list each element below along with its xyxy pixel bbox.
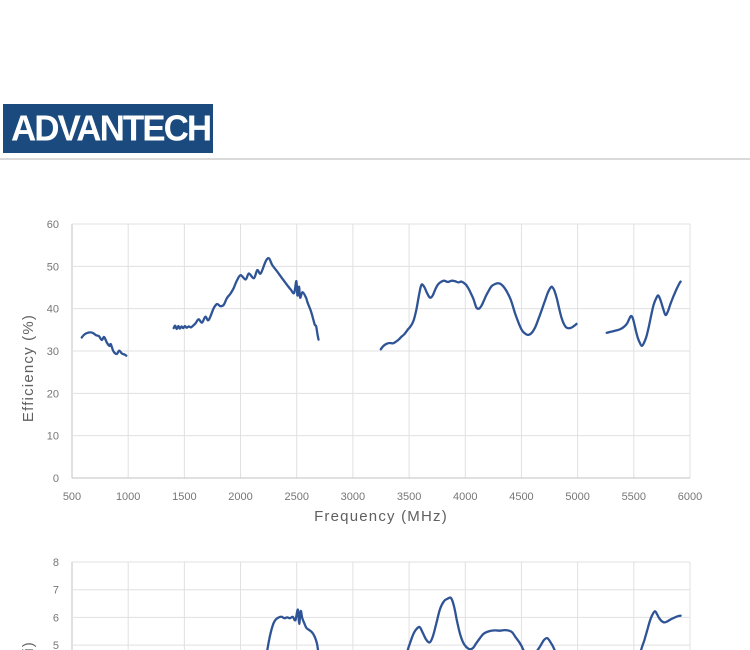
- y-tick-label: 8: [53, 557, 59, 569]
- header-divider: [0, 158, 750, 160]
- x-tick-label: 1500: [172, 491, 196, 503]
- y-tick-label: 5: [53, 640, 59, 650]
- gain-series-line: [639, 610, 682, 650]
- gain-series-line: [406, 596, 556, 650]
- frequency-x-axis-title: Frequency (MHz): [314, 508, 448, 525]
- efficiency-chart-ticks: 500 1000 1500 2000 2500 3000 3500 4000 4500 5000 5…: [47, 219, 702, 503]
- y-tick-label: 30: [47, 346, 59, 358]
- y-tick-label: 0: [53, 473, 59, 485]
- y-tick-label: 40: [47, 304, 59, 316]
- y-tick-label: 50: [47, 261, 59, 273]
- y-tick-label: 10: [47, 431, 59, 443]
- efficiency-series-line: [605, 280, 682, 348]
- y-tick-label: 6: [53, 612, 59, 624]
- efficiency-y-axis-title: Efficiency (%): [20, 314, 37, 422]
- efficiency-series-line: [172, 257, 320, 341]
- gain-chart-ticks: 8 7 6 5: [53, 557, 59, 650]
- efficiency-series-line: [80, 331, 128, 357]
- x-tick-label: 3500: [397, 491, 421, 503]
- x-tick-label: 3000: [341, 491, 365, 503]
- efficiency-series: [80, 257, 682, 357]
- gain-chart-grid: [71, 561, 691, 650]
- x-tick-label: 5000: [565, 491, 589, 503]
- efficiency-chart: 500 1000 1500 2000 2500 3000 3500 4000 4500 5000 5…: [20, 219, 702, 525]
- advantech-logo: ADVANTECH: [3, 104, 213, 153]
- gain-chart: 8 7 6 5 Gain (dBi): [20, 557, 691, 650]
- x-tick-label: 2500: [284, 491, 308, 503]
- y-tick-label: 60: [47, 219, 59, 231]
- x-tick-label: 1000: [116, 491, 140, 503]
- x-tick-label: 6000: [678, 491, 702, 503]
- x-tick-label: 5500: [622, 491, 646, 503]
- efficiency-series-line: [379, 279, 578, 351]
- x-tick-label: 4000: [453, 491, 477, 503]
- efficiency-chart-grid: [71, 223, 691, 479]
- x-tick-label: 2000: [228, 491, 252, 503]
- gain-y-axis-title: Gain (dBi): [20, 641, 37, 650]
- y-tick-label: 20: [47, 388, 59, 400]
- advantech-logo-text: ADVANTECH: [11, 107, 212, 149]
- gain-series-line: [266, 608, 320, 650]
- x-tick-label: 500: [63, 491, 81, 503]
- y-tick-label: 7: [53, 585, 59, 597]
- gain-series: [266, 596, 682, 650]
- x-tick-label: 4500: [509, 491, 533, 503]
